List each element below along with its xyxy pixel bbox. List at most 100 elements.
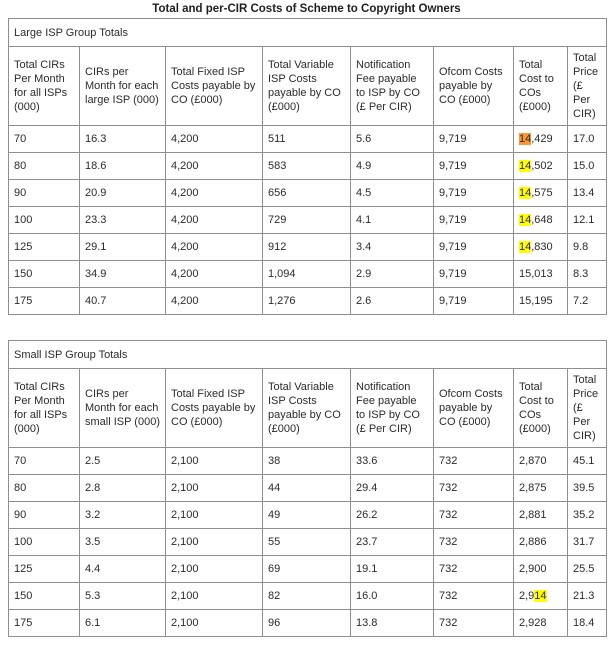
table-cell: 96 <box>262 609 351 637</box>
table-cell: 80 <box>8 474 80 502</box>
table-cell: 9,719 <box>433 206 514 234</box>
table-cell: 23.3 <box>79 206 166 234</box>
table-cell: 13.4 <box>566 179 608 207</box>
table-cell: 656 <box>262 179 351 207</box>
table-cell: 4,200 <box>165 206 263 234</box>
table-cell: 2,100 <box>165 474 263 502</box>
table-row: 90 20.9 4,200 656 4.5 9,719 14,575 13.4 <box>8 179 608 207</box>
table-cell: 2,900 <box>513 555 568 583</box>
table-cell: 2,881 <box>513 501 568 529</box>
table-cell: 15.0 <box>566 152 608 180</box>
table-cell: 80 <box>8 152 80 180</box>
table-cell: 175 <box>8 287 80 315</box>
table-row: 150 34.9 4,200 1,094 2.9 9,719 15,013 8.3 <box>8 260 608 288</box>
table-cell: 9.8 <box>566 233 608 261</box>
table-cell: 35.2 <box>566 501 608 529</box>
table-cell: 14,648 <box>513 206 568 234</box>
table-cell: 31.7 <box>566 528 608 556</box>
find-match-highlight-active: 14 <box>519 133 532 145</box>
table-cell: 55 <box>262 528 351 556</box>
table-caption: Small ISP Group Totals <box>7 340 608 369</box>
table-caption-row: Large ISP Group Totals <box>7 18 608 47</box>
table-cell: 15,013 <box>513 260 568 288</box>
table-row: 175 40.7 4,200 1,276 2.6 9,719 15,195 7.2 <box>8 287 608 315</box>
table-cell: 13.8 <box>350 609 434 637</box>
large-isp-totals-table: Large ISP Group Totals Total CIRs Per Mon… <box>7 18 608 315</box>
table-cell: 26.2 <box>350 501 434 529</box>
table-cell: 125 <box>8 233 80 261</box>
table-cell: 4.9 <box>350 152 434 180</box>
table-cell: 511 <box>262 125 351 153</box>
table-row: 100 3.5 2,100 55 23.7 732 2,886 31.7 <box>8 528 608 556</box>
table-cell: 14,830 <box>513 233 568 261</box>
table-cell: 69 <box>262 555 351 583</box>
table-row: 80 2.8 2,100 44 29.4 732 2,875 39.5 <box>8 474 608 502</box>
table-cell: 40.7 <box>79 287 166 315</box>
column-header: Ofcom Costs payable by CO (£000) <box>433 368 514 448</box>
table-cell: 16.0 <box>350 582 434 610</box>
table-cell: 2,100 <box>165 609 263 637</box>
table-cell: 100 <box>8 206 80 234</box>
table-cell: 732 <box>433 501 514 529</box>
table-cell: 2,100 <box>165 582 263 610</box>
table-row: 175 6.1 2,100 96 13.8 732 2,928 18.4 <box>8 609 608 637</box>
table-cell: 70 <box>8 125 80 153</box>
table-cell: 100 <box>8 528 80 556</box>
table-cell: 732 <box>433 609 514 637</box>
table-row: 80 18.6 4,200 583 4.9 9,719 14,502 15.0 <box>8 152 608 180</box>
column-header: Total Fixed ISP Costs payable by CO (£00… <box>165 46 263 126</box>
table-cell: 9,719 <box>433 260 514 288</box>
table-cell: 2,870 <box>513 447 568 475</box>
table-cell: 2,914 <box>513 582 568 610</box>
table-cell: 9,719 <box>433 287 514 315</box>
small-isp-totals-table-body: Small ISP Group Totals Total CIRs Per Mon… <box>7 340 608 637</box>
table-header-row: Total CIRs Per Month for all ISPs (000) C… <box>8 368 608 448</box>
table-cell: 2,100 <box>165 447 263 475</box>
table-cell: 21.3 <box>566 582 608 610</box>
table-cell: 7.2 <box>566 287 608 315</box>
column-header: Total Variable ISP Costs payable by CO (… <box>262 46 351 126</box>
table-row: 100 23.3 4,200 729 4.1 9,719 14,648 12.1 <box>8 206 608 234</box>
table-cell: 2.6 <box>350 287 434 315</box>
table-cell: 49 <box>262 501 351 529</box>
find-match-highlight: 14 <box>519 187 532 199</box>
table-cell: 912 <box>262 233 351 261</box>
table-cell: 4.5 <box>350 179 434 207</box>
table-cell: 8.3 <box>566 260 608 288</box>
table-cell: 2,886 <box>513 528 568 556</box>
table-cell: 2.9 <box>350 260 434 288</box>
table-cell: 90 <box>8 501 80 529</box>
table-cell: 732 <box>433 474 514 502</box>
table-row: 70 2.5 2,100 38 33.6 732 2,870 45.1 <box>8 447 608 475</box>
find-match-highlight: 14 <box>519 160 532 172</box>
table-cell: 17.0 <box>566 125 608 153</box>
table-caption-row: Small ISP Group Totals <box>7 340 608 369</box>
table-cell: 4,200 <box>165 152 263 180</box>
table-cell: 150 <box>8 260 80 288</box>
table-cell: 23.7 <box>350 528 434 556</box>
column-header: Total Cost to COs (£000) <box>513 368 568 448</box>
table-cell: 4,200 <box>165 125 263 153</box>
table-cell: 3.4 <box>350 233 434 261</box>
table-cell: 125 <box>8 555 80 583</box>
table-cell: 15,195 <box>513 287 568 315</box>
table-cell: 9,719 <box>433 233 514 261</box>
table-cell: 45.1 <box>566 447 608 475</box>
table-cell: 2,875 <box>513 474 568 502</box>
table-cell: 5.3 <box>79 582 166 610</box>
table-cell: 6.1 <box>79 609 166 637</box>
table-cell: 82 <box>262 582 351 610</box>
table-cell: 38 <box>262 447 351 475</box>
table-cell: 9,719 <box>433 125 514 153</box>
large-isp-totals-table-body: Large ISP Group Totals Total CIRs Per Mon… <box>7 18 608 315</box>
table-cell: 29.4 <box>350 474 434 502</box>
column-header: Notification Fee payable to ISP by CO (£… <box>350 46 434 126</box>
table-cell: 29.1 <box>79 233 166 261</box>
table-cell: 1,276 <box>262 287 351 315</box>
table-cell: 16.3 <box>79 125 166 153</box>
column-header: CIRs per Month for each large ISP (000) <box>79 46 166 126</box>
table-cell: 4.4 <box>79 555 166 583</box>
table-cell: 2.5 <box>79 447 166 475</box>
table-cell: 150 <box>8 582 80 610</box>
table-cell: 14,502 <box>513 152 568 180</box>
